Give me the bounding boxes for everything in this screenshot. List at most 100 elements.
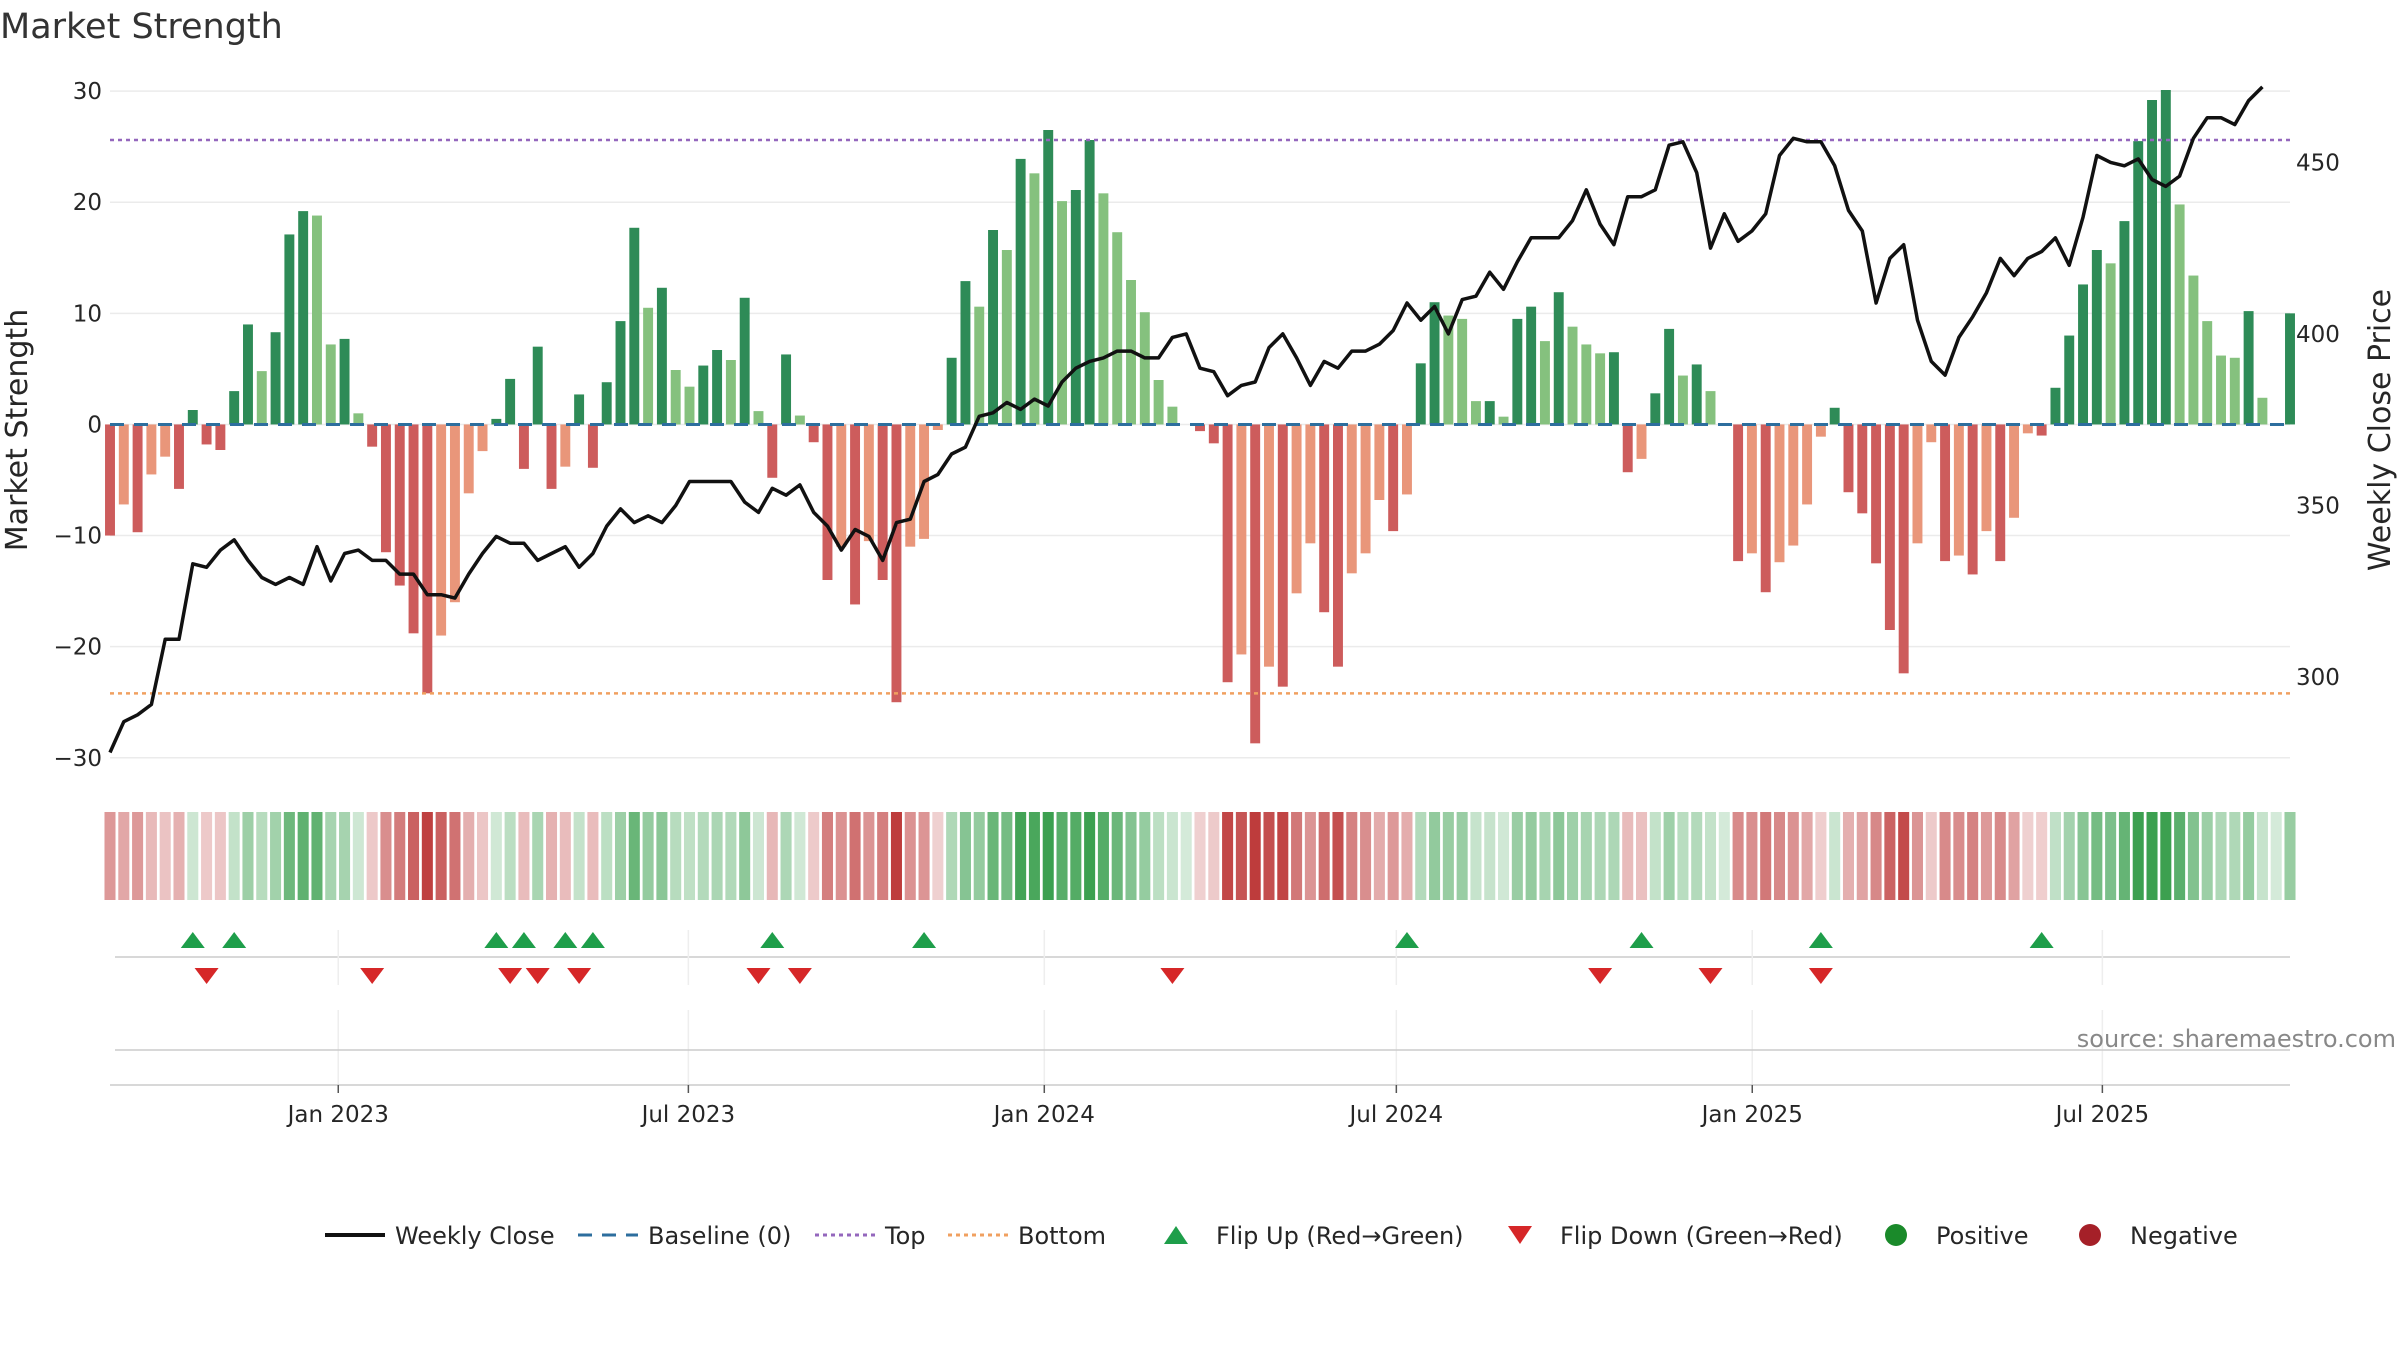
heat-cell [987,812,999,900]
legend-swatch [1885,1224,1907,1246]
strength-bar [463,424,474,494]
strength-bar [974,306,985,425]
strength-bar [408,424,419,634]
x-tick-label: Jan 2025 [1700,1102,1803,1128]
heat-cell [2022,812,2034,900]
heat-cell [614,812,627,900]
strength-bar [684,386,695,425]
strength-bar [1512,318,1523,425]
heat-cell [1015,812,1027,900]
heat-cell [904,812,916,900]
strength-bar [2243,311,2254,425]
legend-label: Flip Down (Green→Red) [1560,1222,1843,1250]
strength-bar [753,411,764,425]
strength-bar [905,424,916,547]
heat-cell [1208,812,1220,900]
heat-cell [918,812,930,900]
heat-cell [1001,812,1013,900]
strength-bar [1153,380,1164,425]
heat-cell [518,812,530,900]
strength-bar [2119,221,2130,425]
strength-bar [988,230,999,425]
flip-up-marker [760,932,785,948]
heat-cell [780,812,792,900]
y-tick-label: 20 [73,190,102,216]
strength-bar [1305,424,1316,544]
strength-bars [105,90,2295,744]
heat-cell [573,812,585,900]
heat-cell [187,812,199,900]
heat-cell [339,812,351,900]
heat-cell [2174,812,2186,900]
heat-cell [1663,812,1675,900]
strength-bar [1484,401,1495,425]
legend-item: Top [815,1222,926,1250]
heat-cell [352,812,364,900]
heat-cell [877,812,889,900]
heat-cell [711,812,723,900]
heat-cell [173,812,185,900]
heat-cell [1994,812,2006,900]
strength-bar [1926,424,1937,443]
legend-label: Negative [2130,1222,2238,1250]
weekly-close-series [108,85,2264,754]
flip-up-marker [2029,932,2054,948]
flip-up-marker [912,932,937,948]
strength-bar [2202,321,2213,425]
strength-bar [1443,315,1454,425]
heat-cell [1153,812,1165,900]
strength-bar [1967,424,1978,575]
strength-bar [615,321,626,425]
strength-bar [1650,393,1661,425]
strength-bar [132,424,143,533]
heat-cell [2091,812,2103,900]
strength-bar [2188,275,2199,425]
strength-bar [2022,424,2033,434]
strength-bar [877,424,888,580]
heat-cell [725,812,737,900]
heat-cell [408,812,420,900]
strength-bar [1677,375,1688,425]
heat-cell [490,812,502,900]
heat-cell [1332,812,1344,900]
strength-bar [1457,318,1468,425]
strength-bar [698,365,709,425]
strength-bar [1567,326,1578,425]
strength-bar [574,394,585,425]
lower-panel [110,1010,2290,1086]
heat-cell [1304,812,1316,900]
strength-bar [1222,424,1233,683]
heat-cell [1939,812,1951,900]
flip-down-marker [1808,968,1833,984]
strength-bar [670,370,681,425]
heat-cell [1291,812,1303,900]
strength-bar [2285,313,2295,425]
strength-bar [1608,352,1619,425]
heat-cell [1415,812,1427,900]
strength-bar [1139,312,1150,425]
strength-bar [1774,424,1785,563]
strength-bar [1429,302,1440,425]
legend-item: Weekly Close [325,1222,555,1250]
heat-cell [1801,812,1813,900]
heat-cell [946,812,958,900]
strength-bar [1884,424,1895,630]
heat-cell [1760,812,1772,900]
reference-lines [110,138,2290,695]
heat-cell [808,812,820,900]
heat-cell [1277,812,1289,900]
strength-bar [1057,201,1067,425]
legend-item: Positive [1885,1222,2029,1250]
strength-bar [1581,344,1592,425]
strength-bar [215,424,226,450]
strength-bar [1802,424,1813,505]
flip-markers-panel [115,930,2290,985]
strength-bar [767,424,778,478]
heat-cell [1829,812,1841,900]
heat-cell [587,812,599,900]
heat-cell [835,812,847,900]
strength-bar [1953,424,1964,556]
strength-bar [1981,424,1992,532]
strength-bar [2229,357,2240,425]
strength-bar [2105,263,2116,425]
